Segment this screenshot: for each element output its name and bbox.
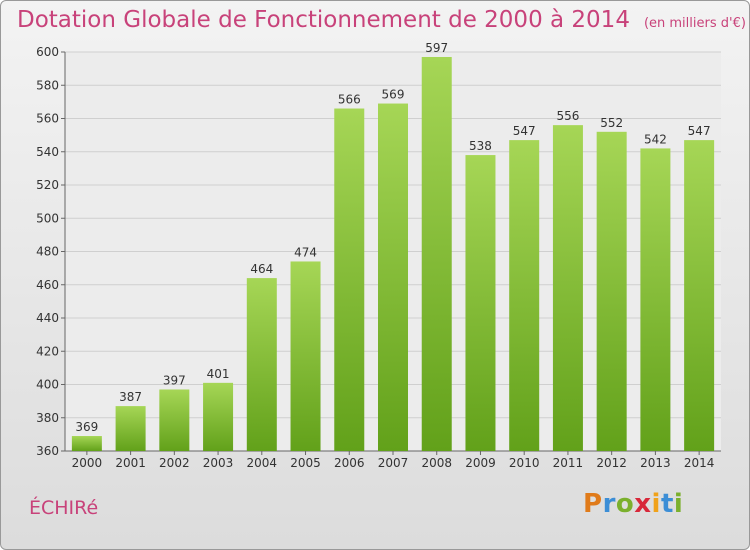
logo-letter: r bbox=[602, 489, 616, 519]
logo-letter: o bbox=[615, 489, 635, 519]
bar bbox=[290, 261, 321, 451]
x-tick-label: 2013 bbox=[640, 456, 671, 470]
y-tick-label: 500 bbox=[36, 211, 59, 225]
logo-letter: x bbox=[634, 489, 652, 519]
bar bbox=[115, 406, 146, 451]
x-tick-label: 2004 bbox=[247, 456, 278, 470]
y-tick-label: 380 bbox=[36, 411, 59, 425]
y-tick-label: 580 bbox=[36, 78, 59, 92]
data-label: 369 bbox=[75, 420, 98, 434]
logo-letter: P bbox=[583, 489, 603, 519]
y-tick-label: 440 bbox=[36, 311, 59, 325]
data-label: 387 bbox=[119, 390, 142, 404]
data-label: 569 bbox=[382, 88, 405, 102]
bar bbox=[334, 108, 365, 452]
data-label: 597 bbox=[425, 41, 448, 55]
y-tick-label: 400 bbox=[36, 378, 59, 392]
logo-letter: i bbox=[673, 489, 684, 519]
x-tick-label: 2011 bbox=[553, 456, 584, 470]
data-label: 538 bbox=[469, 139, 492, 153]
logo-letter: i bbox=[651, 489, 661, 519]
chart-unit: (en milliers d'€) bbox=[643, 16, 746, 31]
data-label: 547 bbox=[688, 124, 711, 138]
data-label: 401 bbox=[207, 367, 230, 381]
bar bbox=[203, 382, 234, 451]
data-label: 566 bbox=[338, 93, 361, 107]
data-label: 542 bbox=[644, 132, 667, 146]
bar bbox=[465, 155, 496, 451]
x-tick-label: 2014 bbox=[684, 456, 715, 470]
bar bbox=[596, 131, 627, 452]
bar bbox=[421, 56, 452, 452]
data-label: 474 bbox=[294, 245, 317, 259]
chart-title-text: Dotation Globale de Fonctionnement de 20… bbox=[17, 7, 630, 33]
x-tick-label: 2006 bbox=[334, 456, 365, 470]
commune-name: ÉCHIRé bbox=[29, 497, 99, 519]
bar bbox=[378, 103, 408, 451]
proxiti-logo: Proxiti bbox=[583, 489, 683, 519]
bar bbox=[71, 436, 102, 451]
y-tick-label: 540 bbox=[36, 145, 59, 159]
x-tick-label: 2012 bbox=[596, 456, 627, 470]
x-tick-label: 2003 bbox=[203, 456, 234, 470]
x-tick-label: 2001 bbox=[115, 456, 146, 470]
logo-letter: t bbox=[660, 489, 674, 519]
y-tick-label: 460 bbox=[36, 278, 59, 292]
data-label: 547 bbox=[513, 124, 536, 138]
data-label: 552 bbox=[600, 116, 623, 130]
x-tick-label: 2008 bbox=[421, 456, 452, 470]
bar bbox=[509, 140, 540, 452]
bar bbox=[246, 278, 277, 451]
y-tick-label: 520 bbox=[36, 178, 59, 192]
y-tick-label: 480 bbox=[36, 245, 59, 259]
y-tick-label: 600 bbox=[36, 45, 59, 59]
bar bbox=[640, 148, 671, 452]
y-tick-label: 420 bbox=[36, 344, 59, 358]
x-tick-label: 2007 bbox=[378, 456, 409, 470]
bar bbox=[684, 140, 715, 452]
y-tick-label: 360 bbox=[36, 444, 59, 458]
x-tick-label: 2009 bbox=[465, 456, 496, 470]
bar bbox=[552, 125, 583, 452]
bar bbox=[159, 389, 190, 451]
y-tick-label: 560 bbox=[36, 112, 59, 126]
x-tick-label: 2010 bbox=[509, 456, 540, 470]
x-tick-label: 2005 bbox=[290, 456, 321, 470]
x-tick-label: 2002 bbox=[159, 456, 190, 470]
data-label: 464 bbox=[250, 262, 273, 276]
data-label: 556 bbox=[556, 109, 579, 123]
data-label: 397 bbox=[163, 373, 186, 387]
x-tick-label: 2000 bbox=[72, 456, 103, 470]
chart-title: Dotation Globale de Fonctionnement de 20… bbox=[17, 7, 746, 33]
